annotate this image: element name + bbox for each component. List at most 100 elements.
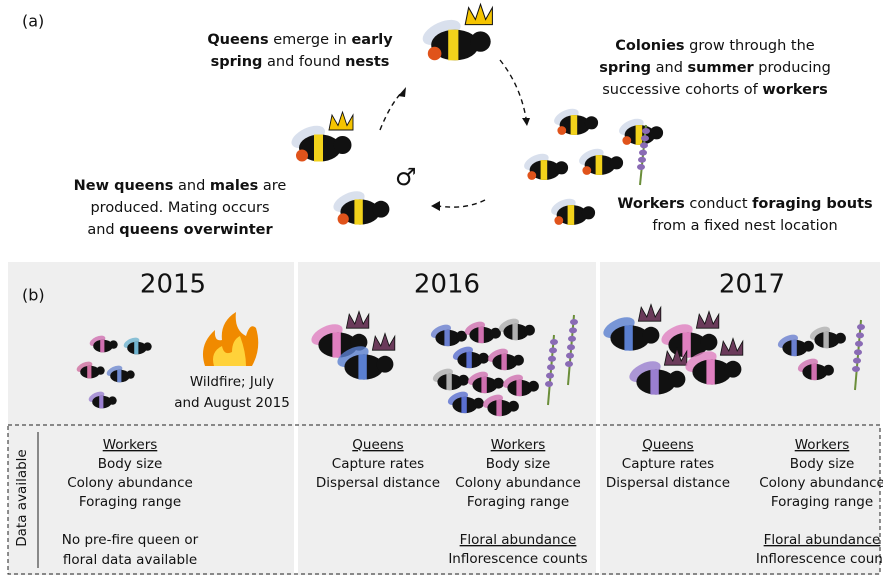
head xyxy=(528,381,539,392)
data-item: Colony abundance xyxy=(455,475,581,491)
caption-segment: and found xyxy=(262,54,345,70)
caption-segment: New queens xyxy=(74,178,174,194)
petal xyxy=(853,358,861,364)
tail xyxy=(557,126,566,135)
head xyxy=(126,370,134,378)
data-heading: Workers xyxy=(103,437,158,453)
tail xyxy=(527,171,536,180)
caption-segment: males xyxy=(210,178,258,194)
stripe xyxy=(87,366,91,379)
head xyxy=(373,201,390,218)
stripe xyxy=(496,400,501,416)
caption-segment: Colonies xyxy=(615,38,684,54)
head xyxy=(701,334,718,351)
panel-label: (b) xyxy=(22,286,45,305)
stripe xyxy=(811,364,816,380)
stripe xyxy=(134,342,138,355)
petal xyxy=(547,364,555,370)
data-heading: Queens xyxy=(642,437,693,453)
data-item: Capture rates xyxy=(622,456,714,472)
data-heading: Floral abundance xyxy=(764,532,881,548)
petal xyxy=(637,164,645,170)
fire-label: and August 2015 xyxy=(174,395,290,411)
arrow-head xyxy=(431,201,440,211)
stripe xyxy=(596,155,603,175)
caption-line: produced. Mating occurs xyxy=(90,200,269,216)
caption-line: Queens emerge in early xyxy=(207,32,393,48)
data-item: Colony abundance xyxy=(67,475,193,491)
caption-line: spring and found nests xyxy=(211,54,390,70)
arrow xyxy=(500,60,526,118)
caption-segment: foraging bouts xyxy=(752,196,873,212)
petal xyxy=(640,142,648,148)
column-bg xyxy=(298,262,596,575)
column-bg xyxy=(8,262,294,575)
caption-segment: and xyxy=(87,222,119,238)
petal xyxy=(546,373,554,379)
petal xyxy=(642,128,650,134)
petal xyxy=(852,366,860,372)
bee xyxy=(552,105,598,135)
stripe xyxy=(823,332,828,348)
petal xyxy=(855,341,863,347)
stripe xyxy=(512,324,517,340)
stripe xyxy=(791,340,796,356)
bee xyxy=(522,150,568,180)
petal xyxy=(641,135,649,141)
head xyxy=(823,365,834,376)
stripe xyxy=(314,135,323,162)
side-label: Data available xyxy=(14,449,30,546)
data-item: Capture rates xyxy=(332,456,424,472)
year-label: 2016 xyxy=(414,270,480,300)
caption-line: successive cohorts of workers xyxy=(602,82,828,98)
tail xyxy=(296,150,308,162)
bee xyxy=(330,187,389,225)
stripe xyxy=(501,354,506,370)
stripe xyxy=(332,332,340,357)
data-item: Colony abundance xyxy=(759,475,883,491)
stripe xyxy=(444,330,449,346)
head xyxy=(96,366,104,374)
caption-segment: emerge in xyxy=(269,32,352,48)
arrow-head xyxy=(398,87,406,97)
stripe xyxy=(481,377,486,393)
petal xyxy=(567,344,575,350)
caption-segment: successive cohorts of xyxy=(602,82,762,98)
petal xyxy=(565,361,573,367)
caption-segment: producing xyxy=(754,60,831,76)
head xyxy=(478,353,489,364)
head xyxy=(508,401,519,412)
crown xyxy=(329,112,353,130)
stripe xyxy=(516,380,521,396)
caption-segment: summer xyxy=(688,60,755,76)
head xyxy=(458,375,469,386)
petal xyxy=(545,381,553,387)
head xyxy=(493,378,504,389)
petal xyxy=(639,150,647,156)
head xyxy=(473,398,484,409)
stripe xyxy=(571,115,578,135)
stripe xyxy=(461,397,466,413)
data-item: Dispersal distance xyxy=(316,475,440,491)
caption-segment: nests xyxy=(345,54,389,70)
head xyxy=(643,327,660,344)
stripe xyxy=(358,354,366,379)
tail xyxy=(622,136,631,145)
bee xyxy=(577,145,623,175)
petal xyxy=(638,157,646,163)
petal xyxy=(856,332,864,338)
bee xyxy=(288,112,353,162)
petal xyxy=(569,327,577,333)
stripe xyxy=(448,30,458,61)
head xyxy=(143,342,151,350)
caption-segment: and xyxy=(651,60,688,76)
stripe xyxy=(568,205,575,225)
bee xyxy=(617,115,663,145)
data-item: Inflorescence count xyxy=(756,551,883,567)
data-heading: Floral abundance xyxy=(460,532,577,548)
caption-segment: Queens xyxy=(207,32,268,48)
head xyxy=(108,396,116,404)
caption-line: spring and summer producing xyxy=(599,60,831,76)
petal xyxy=(570,319,578,325)
caption-segment: spring xyxy=(599,60,651,76)
